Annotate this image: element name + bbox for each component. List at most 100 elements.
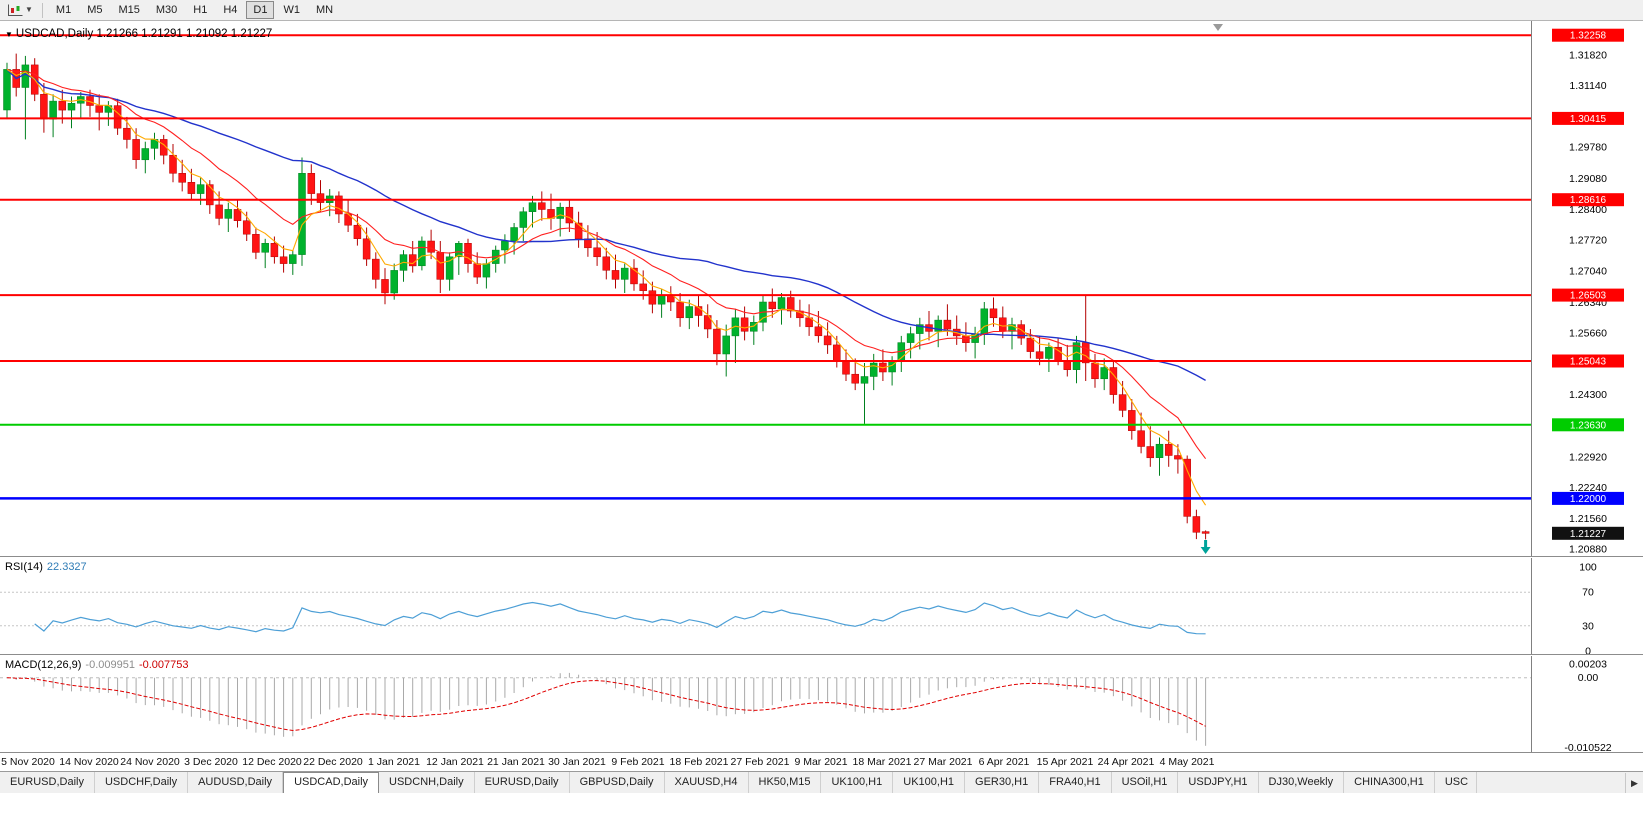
- candle-body: [501, 240, 509, 251]
- candle-body: [279, 256, 288, 264]
- candle-body: [206, 184, 214, 206]
- toolbar-separator: [41, 2, 43, 18]
- date-tick-label: 14 Nov 2020: [59, 756, 119, 768]
- chart-tab-uk100-h1[interactable]: UK100,H1: [893, 772, 966, 793]
- timeframe-button-w1[interactable]: W1: [283, 4, 300, 16]
- macd-indicator-panel[interactable]: 0.00203 0.00 -0.010522 MACD(12,26,9) -0.009…: [0, 654, 1643, 752]
- candle-body: [1164, 443, 1173, 456]
- timeframe-button-m30[interactable]: M30: [155, 4, 178, 16]
- candle-body: [999, 317, 1007, 332]
- price-line-badge: [1552, 288, 1624, 302]
- price-tick-label: 1.28400: [1569, 204, 1607, 216]
- chart-tab-dj30-weekly[interactable]: DJ30,Weekly: [1259, 772, 1345, 793]
- chart-type-dropdown[interactable]: ▼: [4, 1, 36, 19]
- price-line-badge-value: 1.23630: [1570, 420, 1607, 431]
- candle-body: [1201, 531, 1210, 534]
- candle-body: [602, 256, 611, 271]
- timeframe-button-m1[interactable]: M1: [55, 4, 72, 16]
- candle-body: [786, 297, 795, 312]
- chart-tab-uk100-h1[interactable]: UK100,H1: [821, 772, 894, 793]
- chart-ohlc-values: 1.21266 1.21291 1.21092 1.21227: [96, 28, 273, 40]
- candle-body: [676, 301, 684, 319]
- chart-tab-usdjpy-h1[interactable]: USDJPY,H1: [1178, 772, 1259, 793]
- date-tick-label: 6 Apr 2021: [978, 756, 1030, 768]
- macd-signal-value: -0.007753: [138, 659, 189, 671]
- price-line-badge: [1552, 111, 1624, 125]
- date-tick-label: 27 Mar 2021: [913, 756, 973, 768]
- price-tick-label: 1.31140: [1569, 80, 1606, 92]
- rsi-label: RSI(14) 22.3327: [5, 561, 87, 573]
- candle-body: [1081, 342, 1090, 364]
- chart-tab-usoil-h1[interactable]: USOil,H1: [1112, 772, 1179, 793]
- candle-body: [178, 173, 186, 183]
- chart-tab-strip: EURUSD,Daily USDCHF,Daily AUDUSD,Daily USDC…: [0, 772, 1643, 793]
- price-line-badge: [1552, 491, 1624, 505]
- rsi-axis-label: 30: [1582, 620, 1594, 632]
- candle-body: [408, 254, 417, 267]
- candle-body: [196, 184, 205, 194]
- candle-body: [418, 240, 426, 267]
- macd-main-value: -0.009951: [85, 659, 135, 671]
- chart-title: ▼ USDCAD,Daily 1.21266 1.21291 1.21092 1.…: [5, 28, 272, 40]
- candle-body: [187, 182, 196, 194]
- chart-tab-usdcnh-daily[interactable]: USDCNH,Daily: [379, 772, 475, 793]
- tab-scroll-right-icon[interactable]: ▶: [1625, 773, 1643, 793]
- date-tick-label: 27 Feb 2021: [730, 756, 790, 768]
- timeframe-button-h1[interactable]: H1: [193, 4, 208, 16]
- candle-body: [538, 202, 546, 210]
- chart-tab-hk50-m15[interactable]: HK50,M15: [749, 772, 822, 793]
- timeframe-button-h4[interactable]: H4: [223, 4, 238, 16]
- candle-body: [132, 139, 140, 160]
- candle-body: [934, 319, 942, 332]
- chart-tab-usc[interactable]: USC: [1435, 772, 1477, 793]
- candle-body: [768, 301, 777, 310]
- timeframe-buttons: M1 M5 M15 M30 H1 H4 D1 W1 MN: [49, 1, 340, 19]
- timeframe-button-m5[interactable]: M5: [87, 4, 103, 16]
- timeframe-button-m15[interactable]: M15: [118, 4, 140, 16]
- date-tick-label: 21 Jan 2021: [487, 756, 545, 768]
- timeframe-button-mn[interactable]: MN: [315, 4, 334, 16]
- chart-tab-xauusd-h4[interactable]: XAUUSD,H4: [665, 772, 749, 793]
- candle-body: [436, 252, 445, 280]
- chart-tab-gbpusd-daily[interactable]: GBPUSD,Daily: [570, 772, 665, 793]
- date-tick-label: 30 Jan 2021: [548, 756, 606, 768]
- rsi-indicator-panel[interactable]: 100 70 30 0 RSI(14) 22.3327: [0, 556, 1643, 654]
- price-line-badge: [1552, 28, 1624, 42]
- chart-tab-eurusd-daily[interactable]: EURUSD,Daily: [0, 772, 95, 793]
- timeframe-button-d1[interactable]: D1: [246, 1, 275, 19]
- chart-tab-fra40-h1[interactable]: FRA40,H1: [1039, 772, 1112, 793]
- chart-tab-usdcad-daily[interactable]: USDCAD,Daily: [283, 772, 380, 793]
- candle-body: [3, 69, 11, 111]
- ma-slow-line: [6, 68, 1206, 382]
- price-line-badge-value: 1.25043: [1570, 357, 1607, 368]
- price-line-badge: [1552, 418, 1624, 432]
- candle-body: [215, 204, 223, 219]
- dropdown-caret-icon: ▼: [25, 5, 33, 14]
- chart-tab-eurusd-daily[interactable]: EURUSD,Daily: [475, 772, 570, 793]
- candle-body: [298, 173, 306, 255]
- candle-body: [307, 173, 316, 194]
- candle-body: [713, 328, 721, 355]
- collapse-triangle-icon[interactable]: ▼: [5, 30, 13, 39]
- candle-body: [252, 234, 260, 253]
- candle-body: [565, 206, 574, 224]
- price-chart-panel[interactable]: 1.318201.311401.304601.297801.290801.284…: [0, 21, 1643, 556]
- chart-tab-china300-h1[interactable]: CHINA300,H1: [1344, 772, 1435, 793]
- candle-body: [353, 224, 362, 239]
- candle-body: [427, 240, 435, 253]
- candle-body: [21, 64, 30, 88]
- chart-tab-ger30-h1[interactable]: GER30,H1: [965, 772, 1040, 793]
- chart-tab-usdchf-daily[interactable]: USDCHF,Daily: [95, 772, 189, 793]
- down-arrow-marker: [1200, 540, 1211, 554]
- candle-body: [648, 290, 657, 305]
- chart-tab-audusd-daily[interactable]: AUDUSD,Daily: [188, 772, 284, 793]
- candle-body: [593, 247, 601, 258]
- candle-body: [657, 294, 666, 305]
- candle-body: [58, 100, 67, 111]
- price-tick-label: 1.24300: [1569, 389, 1607, 401]
- candle-body: [814, 326, 823, 337]
- macd-axis-label-top: 0.00203: [1569, 659, 1607, 671]
- candle-body: [141, 148, 150, 161]
- date-tick-label: 5 Nov 2020: [1, 756, 55, 768]
